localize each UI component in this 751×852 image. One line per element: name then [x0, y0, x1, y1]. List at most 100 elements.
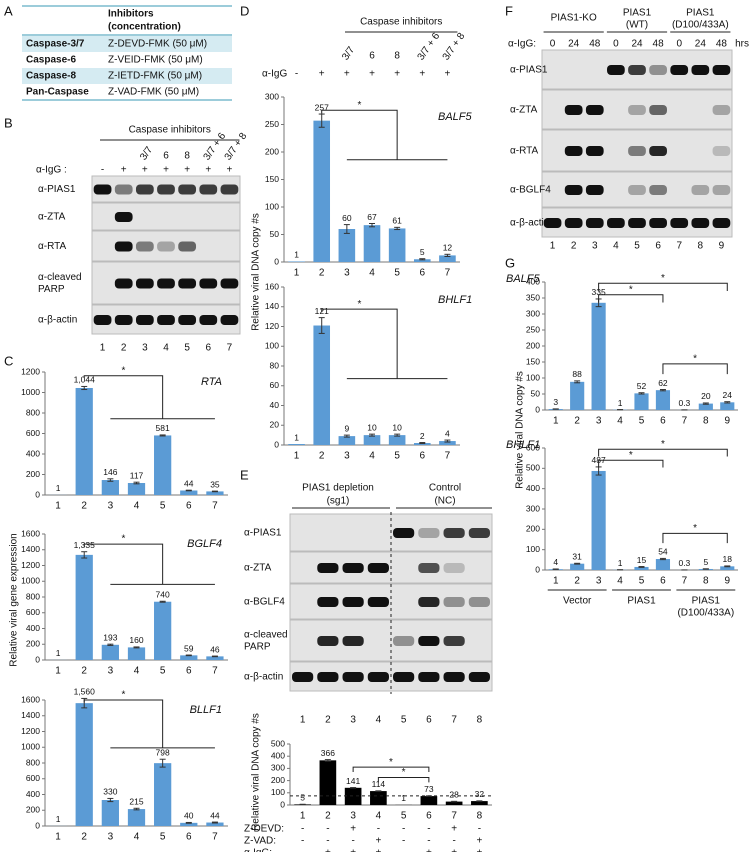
x-tick-label: 2: [319, 268, 325, 279]
blot-row-label: PARP: [244, 642, 271, 653]
unit-label: hrs: [735, 39, 749, 50]
value-label: 1: [56, 483, 61, 493]
bar: [206, 822, 224, 826]
igg-label: α-IgG:: [508, 39, 536, 50]
y-tick-label: 400: [526, 276, 540, 286]
table-cell: Z-DEVD-FMK (50 μM): [108, 39, 207, 50]
significance-mark: *: [357, 299, 361, 310]
significance-bracket: [662, 532, 728, 544]
table-row-bg: [22, 36, 232, 52]
value-label: 740: [156, 590, 170, 600]
value-label: 0.3: [678, 558, 690, 568]
bar: [655, 559, 671, 570]
treatment-sign: -: [402, 848, 405, 852]
blot-band: [607, 65, 625, 75]
lane-header: 6: [163, 151, 169, 162]
x-tick-label: 7: [682, 416, 688, 427]
y-tick-label: 200: [26, 469, 40, 479]
value-label: 88: [572, 369, 582, 379]
blot-band: [317, 672, 339, 682]
panel-label: D: [240, 3, 249, 18]
blot-band: [691, 218, 710, 228]
blot-band: [178, 278, 197, 289]
x-tick-label: 1: [55, 666, 61, 677]
x-tick-label: 4: [134, 666, 140, 677]
x-tick-label: 5: [160, 501, 166, 512]
bar: [388, 228, 406, 262]
lane-number: 3: [350, 715, 356, 726]
y-tick-label: 600: [26, 773, 40, 783]
value-label: 54: [658, 547, 668, 557]
value-label: 67: [367, 212, 377, 222]
significance-bracket: [321, 109, 398, 160]
y-tick-label: 250: [265, 119, 279, 129]
group-label: PIAS1: [627, 596, 656, 607]
value-label: 4: [445, 428, 450, 438]
y-tick-label: 0: [280, 799, 285, 809]
bar: [445, 801, 463, 805]
igg-value: 24: [631, 39, 643, 50]
blot-band: [443, 636, 465, 646]
y-tick-label: 0: [274, 439, 279, 449]
blot-row-label: α-RTA: [510, 146, 539, 157]
blot-band: [649, 218, 667, 228]
value-label: 1,560: [74, 687, 96, 697]
value-label: 12: [443, 243, 453, 253]
x-tick-label: 9: [724, 576, 730, 587]
y-tick-label: 800: [26, 407, 40, 417]
value-label: 46: [210, 644, 220, 654]
table-cell: Caspase-8: [26, 71, 76, 82]
blot-band: [393, 636, 415, 646]
y-tick-label: 1600: [21, 528, 40, 538]
x-tick-label: 1: [553, 416, 559, 427]
blot-band: [649, 105, 667, 115]
blot-band: [292, 672, 314, 682]
treatment-label: Z-VAD:: [244, 836, 276, 847]
x-tick-label: 5: [639, 416, 645, 427]
bar: [180, 655, 198, 660]
bar: [288, 444, 305, 445]
significance-bracket: [352, 766, 430, 773]
table-cell: Z-VEID-FMK (50 μM): [108, 55, 203, 66]
group-label: Caspase inhibitors: [129, 125, 211, 136]
value-label: 1: [618, 558, 623, 568]
x-tick-label: 3: [344, 268, 350, 279]
value-label: 1: [294, 432, 299, 442]
panel-label: A: [4, 3, 13, 18]
blot-band: [199, 278, 218, 289]
treatment-sign: -: [377, 824, 380, 835]
significance-mark: *: [629, 450, 633, 461]
igg-value: 0: [676, 39, 682, 50]
blot-band: [691, 65, 710, 75]
treatment-sign: -: [326, 824, 329, 835]
panel-label: B: [4, 115, 13, 130]
x-tick-label: 5: [160, 666, 166, 677]
treatment-sign: -: [452, 836, 455, 847]
value-label: 335: [592, 287, 606, 297]
blot-band: [199, 184, 218, 195]
blot-band: [342, 672, 364, 682]
x-tick-label: 6: [186, 832, 192, 843]
y-tick-label: 200: [526, 524, 540, 534]
bar: [127, 647, 146, 660]
blot-band: [157, 278, 175, 289]
lane-number: 4: [613, 241, 619, 252]
blot-band: [585, 185, 604, 195]
blot-band: [178, 184, 197, 195]
bar: [420, 796, 438, 805]
y-tick-label: 600: [26, 607, 40, 617]
chart-title: BHLF1: [506, 439, 540, 451]
x-tick-label: 2: [574, 416, 580, 427]
lane-header: 6: [369, 51, 375, 62]
x-tick-label: 9: [724, 416, 730, 427]
x-tick-label: 7: [212, 666, 218, 677]
y-tick-label: 100: [265, 201, 279, 211]
igg-value: 48: [653, 39, 665, 50]
bar: [154, 435, 172, 495]
group-label: PIAS1-KO: [551, 13, 597, 24]
group-label: (D100/433A): [677, 608, 734, 619]
x-tick-label: 6: [186, 666, 192, 677]
blot-band: [342, 563, 364, 573]
blot-band: [114, 212, 133, 222]
x-tick-label: 3: [108, 832, 114, 843]
